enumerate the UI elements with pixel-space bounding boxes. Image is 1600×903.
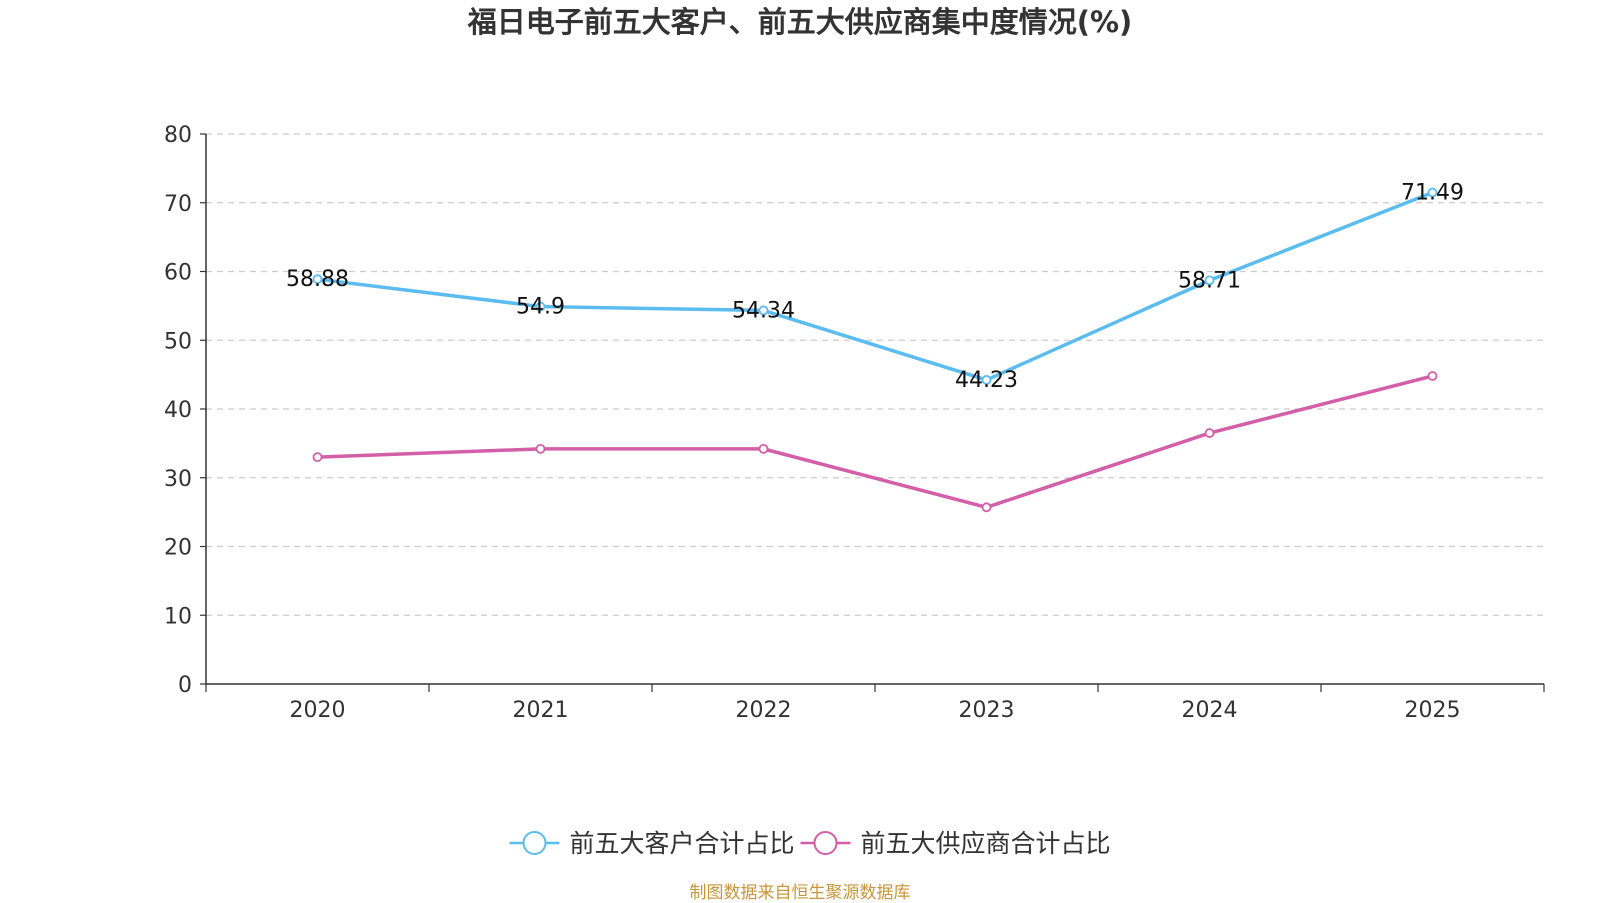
legend: 前五大客户合计占比 前五大供应商合计占比 xyxy=(509,829,1111,858)
x-tick-label: 2021 xyxy=(513,698,569,723)
x-tick-label: 2023 xyxy=(959,698,1015,723)
legend-circle-icon xyxy=(522,831,547,855)
series-line-1 xyxy=(315,190,1435,382)
y-tick-label: 50 xyxy=(164,329,192,354)
data-point[interactable] xyxy=(758,305,769,316)
series-line-2 xyxy=(315,374,1435,510)
series-group xyxy=(312,187,1438,513)
y-tick-label: 0 xyxy=(178,673,192,698)
data-label: 58.88 xyxy=(286,267,349,292)
y-tick-label: 70 xyxy=(164,192,192,217)
data-point[interactable] xyxy=(981,375,992,385)
x-tick-label: 2025 xyxy=(1405,698,1461,723)
data-label: 54.9 xyxy=(516,295,565,320)
data-point[interactable] xyxy=(535,301,546,312)
legend-label: 前五大供应商合计占比 xyxy=(861,829,1111,858)
data-point[interactable] xyxy=(1427,371,1438,381)
data-point[interactable] xyxy=(1204,428,1215,438)
y-tick-label: 10 xyxy=(164,604,192,629)
data-label: 44.23 xyxy=(955,368,1018,393)
source-note: 制图数据来自恒生聚源数据库 xyxy=(689,883,911,903)
data-point[interactable] xyxy=(981,502,992,513)
data-point[interactable] xyxy=(758,443,769,454)
x-tick-label: 2020 xyxy=(290,698,346,723)
y-tick-label: 80 xyxy=(164,123,192,148)
data-labels: 58.88 54.9 54.34 44.23 58.71 71.49 xyxy=(286,181,1464,393)
y-tick-label: 30 xyxy=(164,467,192,492)
data-label: 71.49 xyxy=(1401,181,1464,206)
data-label: 54.34 xyxy=(732,298,795,323)
x-tick-label: 2024 xyxy=(1182,698,1238,723)
data-point[interactable] xyxy=(535,443,546,454)
data-point[interactable] xyxy=(1204,275,1215,286)
legend-circle-icon xyxy=(813,831,838,855)
data-point[interactable] xyxy=(1427,187,1438,198)
legend-label: 前五大客户合计占比 xyxy=(570,829,795,858)
data-point[interactable] xyxy=(312,452,323,463)
chart-title: 福日电子前五大客户、前五大供应商集中度情况(%) xyxy=(467,5,1133,39)
legend-item-1[interactable]: 前五大客户合计占比 xyxy=(509,829,795,858)
axes: 0 10 20 30 40 50 60 70 80 2020 2021 2022 2023 2024 202… xyxy=(164,123,1545,723)
legend-item-2[interactable]: 前五大供应商合计占比 xyxy=(800,829,1111,858)
data-label: 58.71 xyxy=(1178,268,1241,293)
data-point[interactable] xyxy=(312,274,323,285)
y-tick-label: 20 xyxy=(164,536,192,561)
y-tick-label: 60 xyxy=(164,261,192,286)
x-tick-label: 2022 xyxy=(736,698,792,723)
grid-lines xyxy=(206,133,1544,616)
y-tick-label: 40 xyxy=(164,398,192,423)
